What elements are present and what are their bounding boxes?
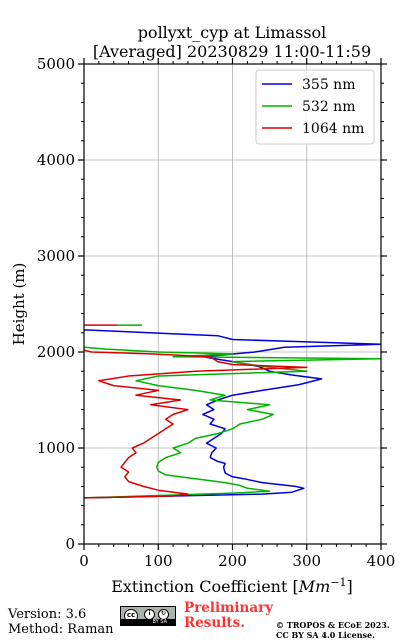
x-tick-label: 300	[292, 552, 321, 570]
chart-title-line1: pollyxt_cyp at Limassol	[138, 23, 327, 42]
copyright-line2: CC BY SA 4.0 License.	[276, 630, 375, 640]
x-axis-label: Extinction Coefficient [Mm−1]	[111, 576, 353, 596]
y-tick-label: 5000	[37, 55, 75, 73]
y-tick-label: 4000	[37, 151, 75, 169]
legend: 355 nm 532 nm 1064 nm	[255, 69, 375, 145]
preliminary-line1: Preliminary	[184, 600, 274, 616]
x-tick-label: 200	[218, 552, 247, 570]
y-tick-label: 3000	[37, 247, 75, 265]
y-tick-label: 0	[65, 535, 75, 553]
series-group	[84, 324, 381, 499]
series-layer	[84, 324, 381, 499]
x-tick-label: 0	[79, 552, 89, 570]
preliminary-results: Preliminary Results.	[184, 601, 273, 631]
series-line-532-nm	[84, 346, 381, 499]
cc-badge-bar: BY SA	[121, 619, 175, 625]
x-tick-label: 100	[144, 552, 173, 570]
legend-label: 355 nm	[302, 77, 355, 93]
preliminary-line2: Results.	[184, 615, 245, 631]
y-axis-label: Height (m)	[10, 263, 28, 346]
version-text: Version: 3.6	[8, 607, 87, 622]
cc-license-badge: cc i ↻ BY SA	[120, 606, 176, 626]
y-tick-label: 1000	[37, 439, 75, 457]
legend-box	[255, 69, 375, 145]
axis-ticks	[78, 58, 387, 550]
x-tick-label: 400	[367, 552, 396, 570]
legend-label: 1064 nm	[302, 121, 364, 137]
legend-label: 532 nm	[302, 99, 355, 115]
y-tick-label: 2000	[37, 343, 75, 361]
copyright-line1: © TROPOS & ECoE 2023.	[276, 620, 390, 630]
copyright-notice: © TROPOS & ECoE 2023. CC BY SA 4.0 Licen…	[276, 620, 390, 640]
method-text: Method: Raman	[8, 622, 114, 637]
chart-title-line2: [Averaged] 20230829 11:00-11:59	[93, 42, 371, 61]
series-line-1064-nm	[84, 349, 308, 499]
